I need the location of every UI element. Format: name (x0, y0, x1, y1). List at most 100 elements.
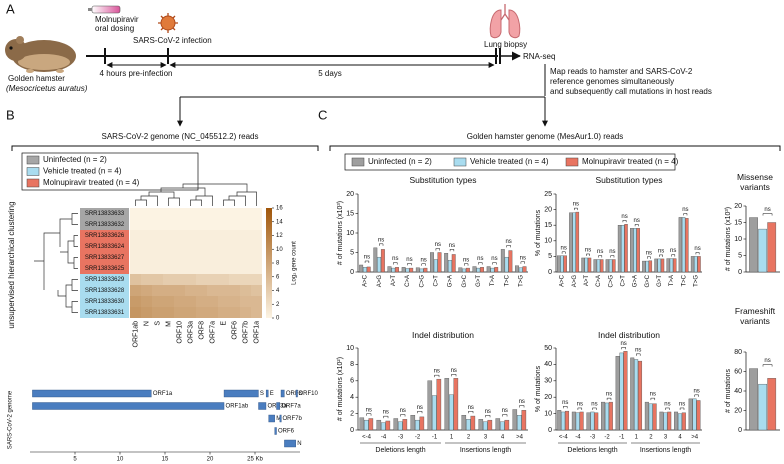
sig-label: ns (477, 256, 483, 262)
heatmap-cell (174, 285, 185, 296)
chart-title: Substitution types (595, 175, 663, 185)
legend-label: Uninfected (n = 2) (368, 157, 432, 166)
gene-label: ORF7b (283, 416, 303, 422)
heatmap-cell (174, 219, 185, 230)
sig-label: ns (520, 255, 526, 261)
bracket (11, 145, 319, 151)
heatmap-cell (251, 285, 262, 296)
heatmap-cell (152, 307, 163, 318)
panel-title: SARS-CoV-2 genome (NC_045512.2) reads (102, 132, 259, 141)
heatmap-cell (229, 307, 240, 318)
bar (604, 402, 609, 431)
bar (645, 260, 649, 273)
heatmap-cell (207, 274, 218, 285)
heatmap-cell (207, 285, 218, 296)
x-tick-label: T>A (669, 275, 675, 286)
heatmap-cell (240, 208, 251, 219)
row-label-box (80, 252, 129, 263)
heatmap-cell (130, 307, 141, 318)
bar (594, 412, 599, 431)
x-tick-label: 3 (484, 435, 488, 441)
bar (621, 224, 625, 273)
legend-swatch (565, 157, 579, 167)
x-tick-label: T>G (693, 275, 699, 287)
bar (470, 415, 476, 431)
bar (359, 264, 364, 273)
bar (623, 351, 628, 431)
bar (495, 418, 501, 431)
legend-box (344, 153, 676, 171)
bar (453, 378, 459, 431)
sig-label: ns (505, 239, 511, 245)
bar (444, 378, 450, 431)
genome-label: SARS-CoV-2 genome (8, 390, 14, 449)
chart-title-box: Frameshift variants (735, 306, 775, 326)
bar (600, 259, 604, 273)
bar (436, 378, 442, 431)
sig-bracket (695, 252, 700, 255)
y-tick-label: 0 (548, 427, 552, 434)
heatmap-cell (251, 219, 262, 230)
heatmap-cell (130, 296, 141, 307)
bar (633, 228, 637, 273)
sig-label: ns (561, 245, 567, 251)
bar (565, 410, 570, 431)
sig-label: ns (591, 402, 597, 408)
gene-bar (276, 402, 281, 410)
bar (385, 420, 391, 431)
x-tick-label: -1 (619, 435, 625, 441)
colorbar-tick-label: 8 (276, 261, 280, 267)
bar (688, 398, 693, 431)
bar (486, 266, 491, 273)
heatmap-cell (229, 252, 240, 263)
bar (447, 260, 452, 273)
genome-tick-label: 10 (117, 457, 124, 463)
bar (373, 247, 378, 273)
bar (657, 258, 661, 273)
heatmap-cell (185, 241, 196, 252)
gene-label: ORF7a (281, 404, 301, 410)
heatmap-cell (218, 296, 229, 307)
legend-label: Molnupiravir treated (n = 4) (582, 157, 679, 166)
heatmap-cell (240, 219, 251, 230)
bar (504, 256, 509, 273)
x-tick-label: -3 (590, 435, 596, 441)
heatmap-cell (229, 285, 240, 296)
bar (758, 228, 768, 273)
virus-icon (158, 13, 178, 33)
bar (515, 265, 519, 273)
sig-bracket (434, 374, 440, 378)
heatmap-cell (218, 285, 229, 296)
sig-label: ns (635, 347, 641, 353)
sig-label: ns (597, 249, 603, 255)
x-tick-label: C>T (620, 275, 626, 287)
duration-label: 5 days (318, 69, 342, 78)
x-tick-label: C>T (433, 275, 439, 287)
bar (617, 224, 622, 273)
sig-label: ns (406, 257, 412, 263)
heatmap-cell (174, 263, 185, 274)
bar (518, 267, 523, 273)
bar (364, 419, 369, 431)
column-label: ORF1ab (132, 321, 139, 348)
row-label-box (80, 274, 129, 285)
row-label: SRR13833632 (85, 222, 125, 228)
sig-bracket (621, 347, 626, 350)
sig-bracket (679, 407, 685, 410)
y-tick-label: 10 (544, 410, 552, 417)
bar (393, 418, 399, 431)
y-tick-label: 8 (350, 361, 354, 368)
syringe-icon (88, 5, 121, 14)
bar (405, 268, 410, 273)
row-label: SRR13833625 (85, 266, 125, 272)
bar (630, 228, 634, 273)
colorbar-label: Log₂ gene count (292, 241, 298, 285)
column-dendrogram (135, 183, 257, 206)
sig-label: ns (562, 400, 568, 406)
sig-label: ns (491, 256, 497, 262)
bar (494, 267, 499, 273)
chart-title-box: Substitution types (409, 175, 476, 185)
heatmap-cell (141, 263, 152, 274)
row-label: SRR13833629 (85, 277, 125, 283)
bar (419, 416, 425, 431)
